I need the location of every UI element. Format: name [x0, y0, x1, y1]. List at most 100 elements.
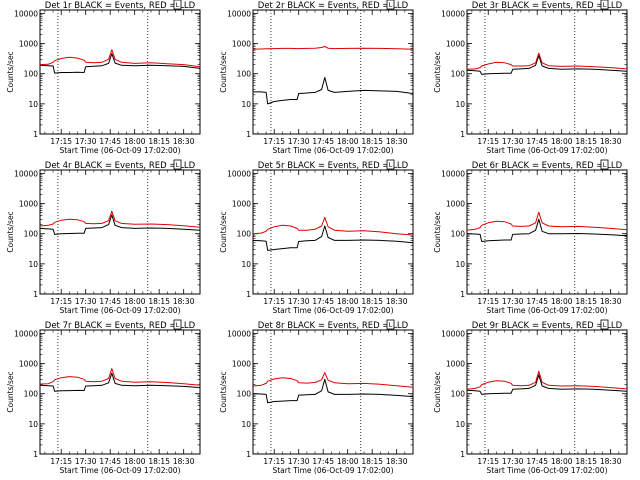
plot-frame [39, 169, 201, 295]
y-axis-label: Counts/sec [433, 51, 442, 92]
x-tick-label: 17:30 [502, 297, 524, 306]
y-tick-label: 1 [33, 130, 38, 139]
x-axis-label: Start Time (06-Oct-09 17:02:00) [272, 466, 393, 475]
series-line-lld [252, 372, 414, 388]
x-tick-label: 18:00 [124, 297, 146, 306]
x-tick-label: 18:15 [575, 457, 597, 466]
lld-marker-label: L [176, 1, 180, 9]
x-tick-label: 17:45 [312, 137, 334, 146]
y-tick-label: 1000 [446, 40, 465, 49]
y-axis-label: Counts/sec [219, 51, 228, 92]
x-tick-label: 17:45 [99, 457, 121, 466]
y-axis-label: Counts/sec [433, 211, 442, 252]
y-tick-label: 10 [241, 420, 251, 429]
y-tick-label: 1000 [232, 40, 251, 49]
y-tick-label: 1 [460, 130, 465, 139]
y-tick-label: 1000 [19, 40, 38, 49]
y-tick-label: 1 [33, 290, 38, 299]
x-axis-label: Start Time (06-Oct-09 17:02:00) [59, 466, 180, 475]
lld-marker: L [386, 159, 395, 170]
x-tick-label: 18:15 [361, 457, 383, 466]
series-line-events [253, 77, 414, 105]
x-tick-label: 17:45 [99, 297, 121, 306]
y-tick-label: 10000 [441, 9, 465, 18]
y-tick-label: 100 [24, 70, 39, 79]
x-tick-label: 18:00 [337, 137, 359, 146]
series-line-events [39, 53, 201, 74]
x-tick-label: 17:30 [502, 137, 524, 146]
y-tick-label: 1 [33, 450, 38, 459]
y-tick-label: 100 [451, 390, 466, 399]
series-line-lld [466, 211, 628, 231]
lld-marker-box [386, 159, 395, 170]
x-tick-label: 18:00 [551, 457, 573, 466]
lld-marker-label: L [603, 161, 607, 169]
lld-marker-box [173, 319, 182, 330]
x-tick-label: 17:30 [502, 457, 524, 466]
x-tick-label: 17:15 [263, 297, 285, 306]
lld-marker-box [173, 0, 182, 10]
lld-marker: L [173, 0, 182, 10]
y-tick-label: 1 [460, 450, 465, 459]
lld-marker-box [600, 0, 609, 10]
lld-marker-label: L [389, 321, 393, 329]
x-tick-label: 17:15 [50, 457, 72, 466]
y-tick-label: 10000 [14, 169, 38, 178]
y-tick-label: 10000 [441, 329, 465, 338]
x-tick-label: 17:30 [75, 457, 97, 466]
series-line-events [39, 372, 201, 392]
y-tick-label: 100 [237, 230, 252, 239]
y-tick-label: 10 [455, 420, 465, 429]
lld-marker-box [386, 319, 395, 330]
y-tick-label: 10 [455, 100, 465, 109]
x-tick-label: 18:00 [551, 297, 573, 306]
plot-frame [252, 9, 414, 135]
series-line-lld [39, 368, 201, 386]
y-axis-label: Counts/sec [6, 211, 15, 252]
x-tick-label: 17:30 [288, 457, 310, 466]
lld-marker: L [173, 159, 182, 170]
x-tick-label: 17:45 [526, 457, 548, 466]
x-tick-label: 18:30 [600, 297, 622, 306]
lld-marker: L [386, 319, 395, 330]
lld-marker: L [600, 0, 609, 10]
lld-marker-label: L [389, 161, 393, 169]
plot-frame [39, 9, 201, 135]
chart-title: Det 9r BLACK = Events, RED = LLD [472, 321, 623, 331]
x-tick-label: 18:15 [361, 297, 383, 306]
y-tick-label: 1 [246, 290, 251, 299]
y-tick-label: 1 [460, 290, 465, 299]
y-tick-label: 100 [451, 70, 466, 79]
y-tick-label: 10 [28, 100, 38, 109]
x-axis-label: Start Time (06-Oct-09 17:02:00) [486, 466, 607, 475]
x-axis-label: Start Time (06-Oct-09 17:02:00) [486, 306, 607, 315]
x-tick-label: 17:15 [477, 137, 499, 146]
series-line-lld [252, 46, 414, 50]
y-tick-label: 10 [455, 260, 465, 269]
lld-marker-box [386, 0, 395, 10]
x-tick-label: 17:15 [50, 137, 72, 146]
y-axis-label: Counts/sec [433, 371, 442, 412]
x-tick-label: 18:15 [361, 137, 383, 146]
x-tick-label: 18:15 [148, 297, 170, 306]
lld-marker-label: L [176, 321, 180, 329]
y-tick-label: 1000 [19, 200, 38, 209]
y-tick-label: 1 [246, 130, 251, 139]
y-tick-label: 100 [24, 390, 39, 399]
plot-frame [466, 329, 628, 455]
lld-marker-label: L [389, 1, 393, 9]
y-tick-label: 10 [28, 260, 38, 269]
lld-marker-label: L [603, 321, 607, 329]
y-tick-label: 10000 [227, 329, 251, 338]
plot-frame [252, 329, 414, 455]
lld-marker-label: L [176, 161, 180, 169]
x-tick-label: 18:00 [337, 297, 359, 306]
y-axis-label: Counts/sec [219, 211, 228, 252]
x-tick-label: 18:30 [600, 457, 622, 466]
series-line-events [466, 374, 628, 395]
